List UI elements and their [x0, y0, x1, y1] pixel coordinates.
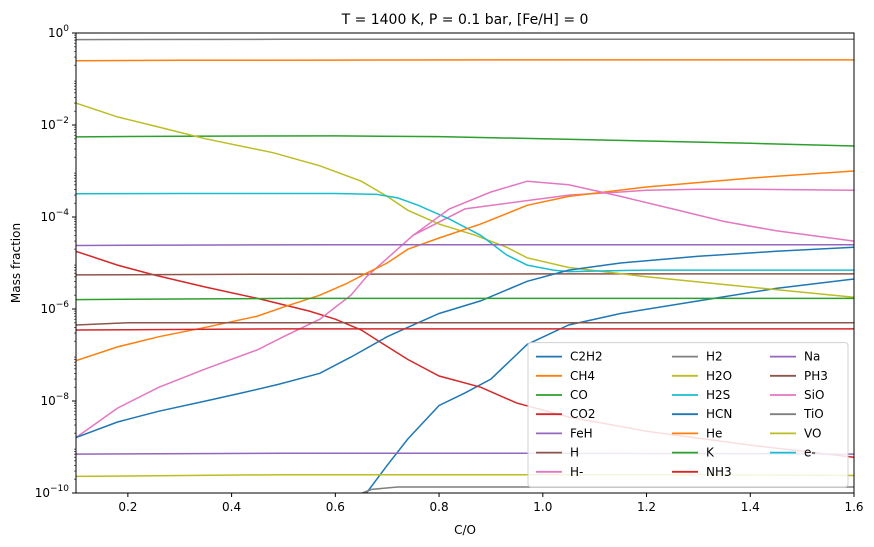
x-tick-label: 1.0 [533, 500, 552, 514]
plot-frame [75, 32, 855, 494]
x-axis: 0.2 0.4 0.6 0.8 1.0 1.2 1.4 1.6 [118, 493, 864, 514]
legend-entry: H- [570, 465, 583, 479]
y-tick-label: 10−8 [40, 392, 69, 408]
legend-entry: H [570, 446, 579, 460]
series-line-k [76, 297, 854, 301]
series-line-ch4 [76, 59, 854, 62]
series-line-ph3 [76, 322, 854, 326]
legend: C2H2 CH4 CO CO2 FeH H H- H2 H2O H2S HCN He K NH3 Na PH3… [527, 342, 849, 488]
series-line-hcn [76, 246, 854, 439]
legend-entry: PH3 [804, 369, 828, 383]
x-tick-label: 1.2 [637, 500, 656, 514]
series-line-h2s [76, 192, 854, 273]
series-layer [76, 38, 854, 493]
y-tick-label: 10−10 [35, 484, 70, 500]
series-line-na [76, 243, 854, 247]
legend-entry: H2S [706, 388, 730, 402]
series-line-h- [76, 188, 854, 439]
legend-entry: e- [804, 446, 816, 460]
x-tick-label: 1.4 [741, 500, 760, 514]
y-tick-label: 100 [48, 24, 69, 40]
legend-entry: C2H2 [570, 350, 603, 364]
legend-entry: He [706, 426, 722, 440]
y-tick-label: 10−4 [40, 208, 69, 224]
legend-entry: HCN [706, 407, 732, 421]
legend-entry: NH3 [706, 465, 732, 479]
y-axis: 10−10 10−8 10−6 10−4 10−2 100 [35, 24, 76, 500]
x-tick-label: 0.2 [118, 500, 137, 514]
x-tick-label: 0.8 [430, 500, 449, 514]
legend-entry: H2 [706, 350, 723, 364]
y-tick-label: 10−2 [40, 116, 69, 132]
legend-entry: FeH [570, 426, 593, 440]
legend-entry: H2O [706, 369, 732, 383]
legend-entry: CH4 [570, 369, 595, 383]
x-tick-label: 0.4 [222, 500, 241, 514]
legend-entry: SiO [804, 388, 824, 402]
series-line-nh3 [76, 328, 854, 331]
chart-title: T = 1400 K, P = 0.1 bar, [Fe/H] = 0 [341, 12, 589, 28]
series-line-co [76, 135, 854, 147]
legend-entry: VO [804, 426, 821, 440]
series-line-h [76, 273, 854, 276]
x-tick-label: 1.6 [844, 500, 863, 514]
series-line-c2h2 [364, 278, 854, 493]
y-axis-label: Mass fraction [9, 223, 23, 303]
x-tick-label: 0.6 [326, 500, 345, 514]
series-line-sio [412, 180, 854, 242]
y-tick-label: 10−6 [40, 300, 69, 316]
legend-entry: CO [570, 388, 588, 402]
x-axis-label: C/O [454, 523, 476, 537]
legend-entry: TiO [803, 407, 824, 421]
legend-entry: CO2 [570, 407, 595, 421]
legend-entry: Na [804, 350, 820, 364]
legend-entry: K [706, 446, 715, 460]
